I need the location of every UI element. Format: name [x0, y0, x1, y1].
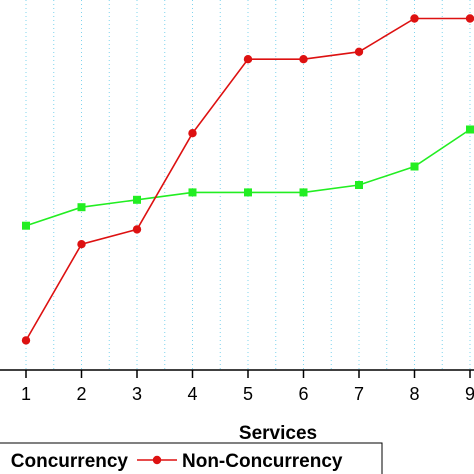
x-tick-label: 6 — [298, 384, 308, 404]
data-point — [133, 195, 141, 204]
data-point — [299, 55, 308, 64]
x-tick-label: 2 — [76, 384, 86, 404]
data-point — [410, 14, 419, 23]
x-tick-label: 9 — [465, 384, 474, 404]
legend-box — [0, 442, 383, 474]
x-tick-label: 1 — [21, 384, 31, 404]
data-point — [466, 125, 474, 134]
x-tick-label: 8 — [409, 384, 419, 404]
x-ticks: 1 2 3 4 5 6 7 8 9 — [21, 370, 474, 404]
legend: Concurrency Non-Concurrency — [0, 442, 383, 474]
data-point — [77, 240, 86, 249]
x-tick-label: 5 — [243, 384, 253, 404]
data-point — [355, 181, 363, 189]
series-concurrency — [22, 125, 474, 230]
data-point — [244, 188, 252, 197]
data-point — [188, 188, 197, 197]
data-point — [77, 203, 86, 212]
x-tick-label: 3 — [132, 384, 142, 404]
legend-label-concurrency: Concurrency — [11, 451, 129, 472]
data-point — [465, 14, 474, 23]
legend-label-non-concurrency: Non-Concurrency — [182, 451, 343, 472]
data-point — [299, 188, 308, 197]
data-point — [22, 221, 30, 230]
x-tick-label: 7 — [354, 384, 364, 404]
data-point — [354, 47, 364, 56]
x-tick-label: 4 — [187, 384, 197, 404]
data-point — [188, 129, 197, 138]
series-non-concurrency — [21, 14, 474, 345]
data-point — [410, 162, 419, 171]
x-axis-title: Services — [239, 423, 317, 444]
legend-marker-non-concurrency — [152, 455, 162, 465]
data-point — [243, 55, 253, 64]
plot-area — [0, 0, 474, 370]
data-point — [21, 336, 31, 345]
data-point — [132, 225, 142, 234]
grid — [25, 0, 471, 370]
series-layer — [21, 14, 474, 345]
